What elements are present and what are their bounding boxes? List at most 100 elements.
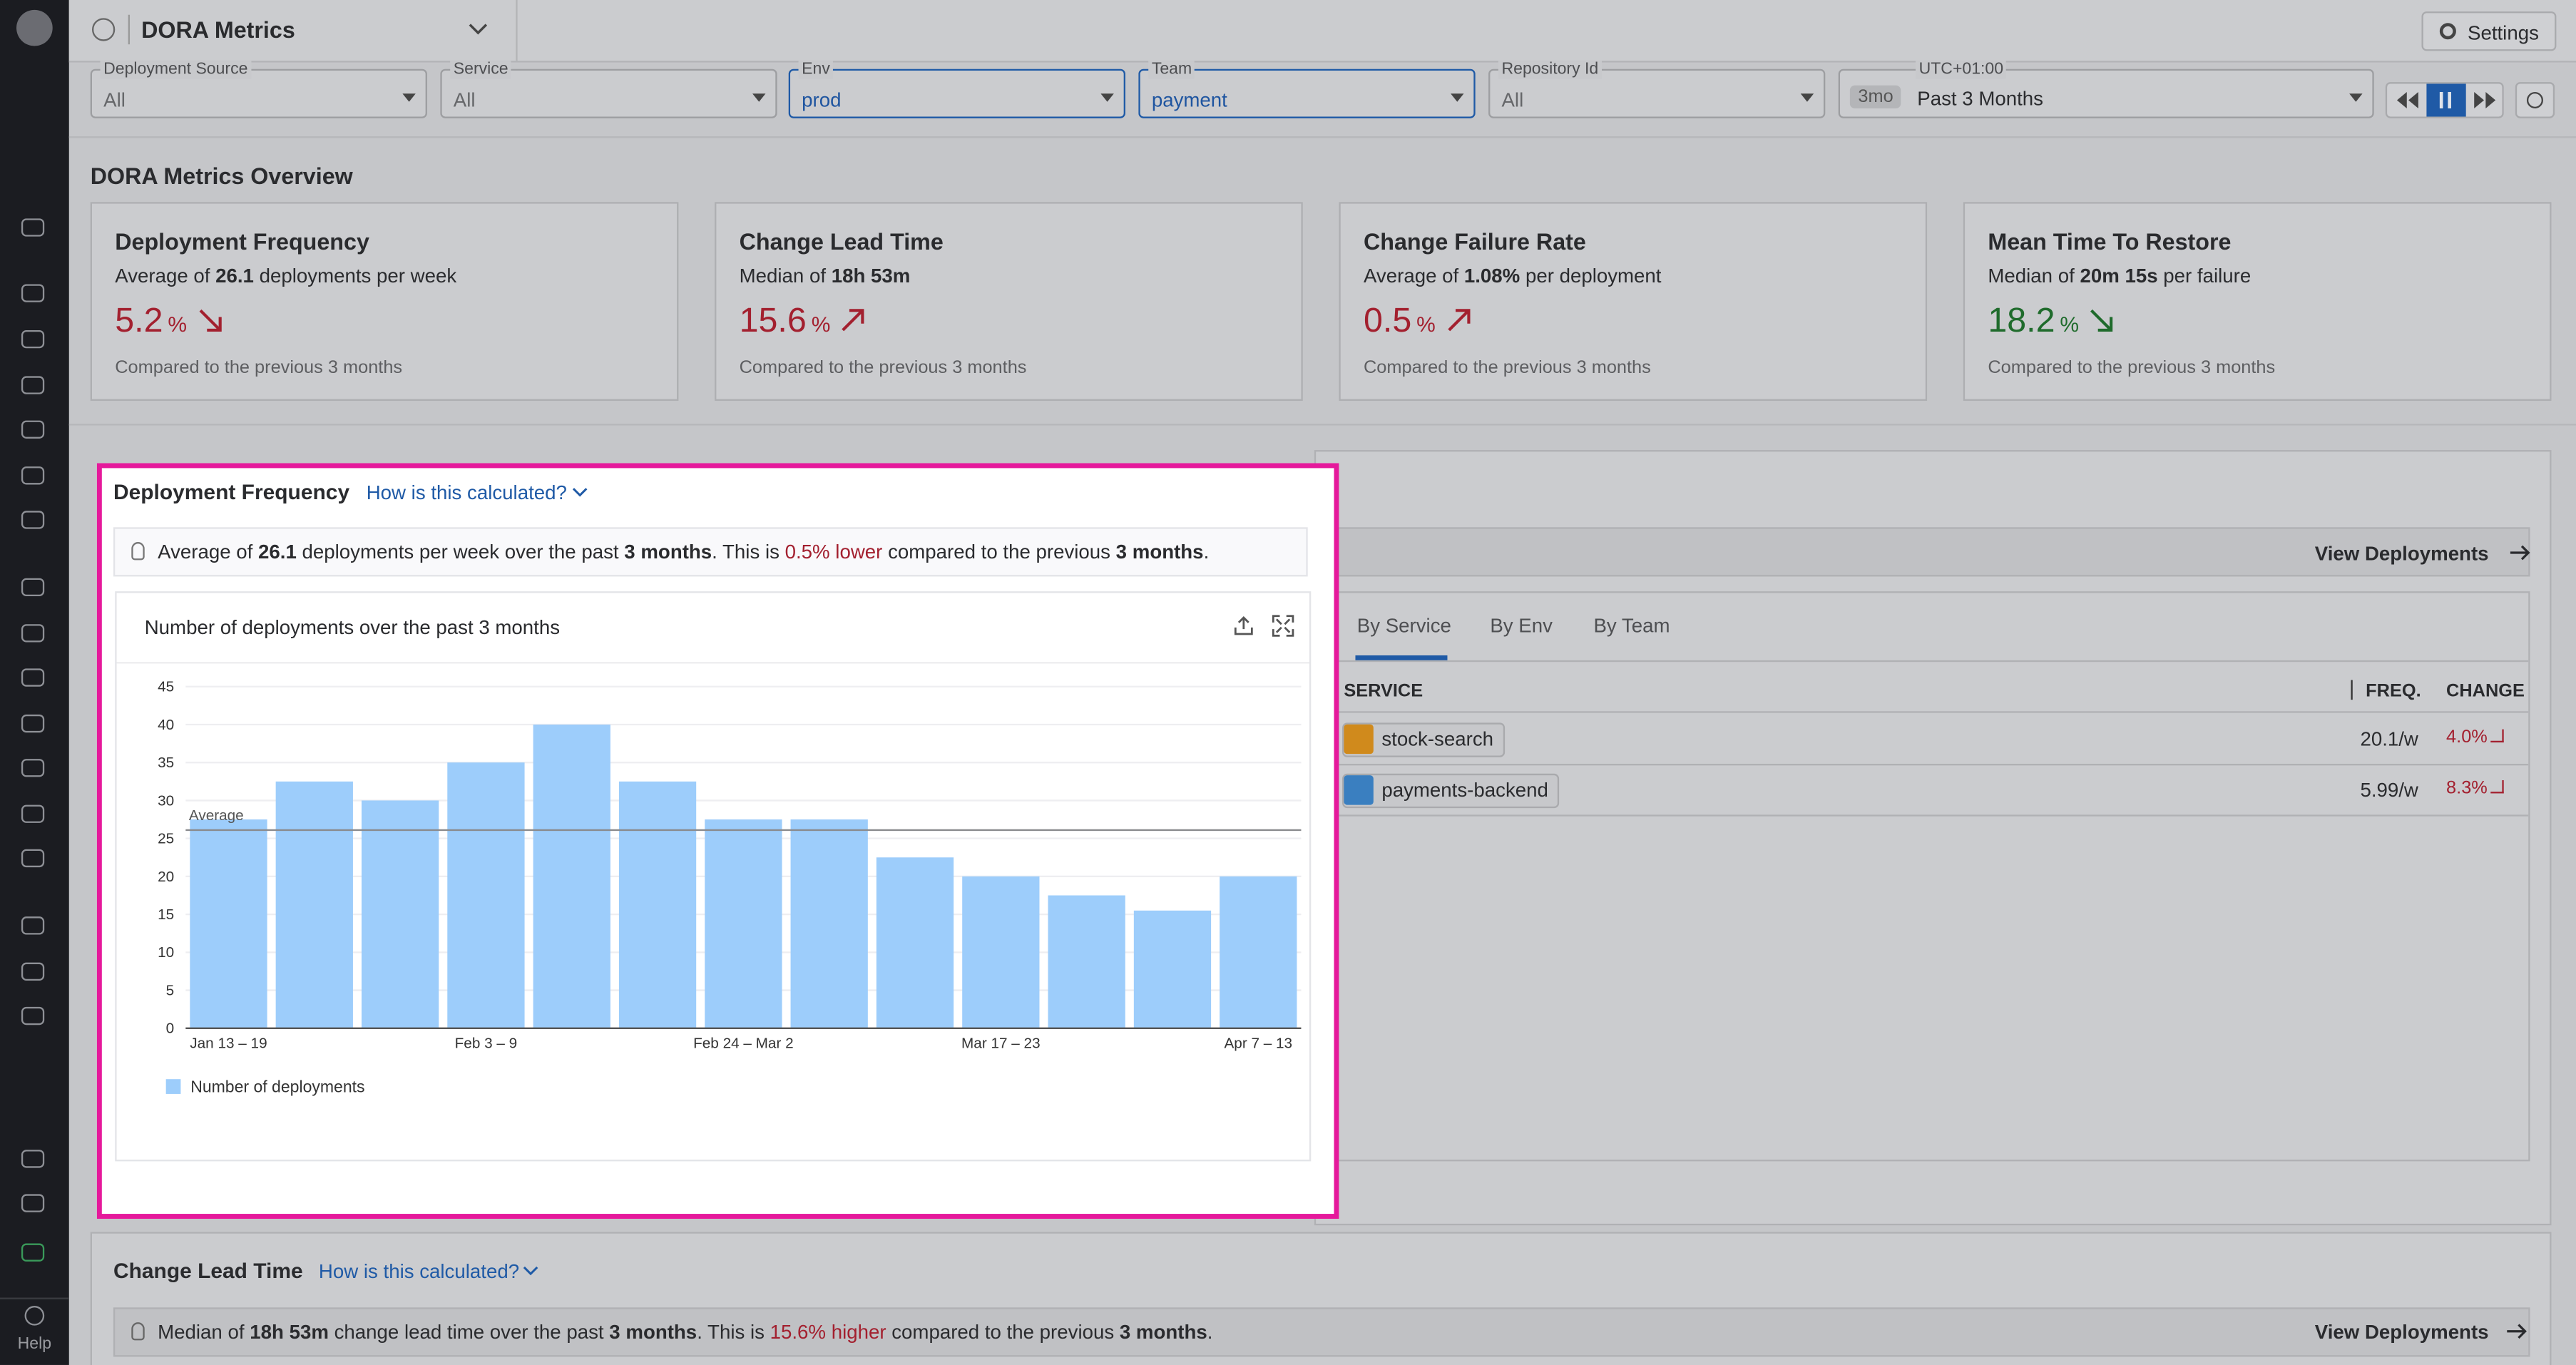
x-tick-label: Feb 24 – Mar 2 bbox=[693, 1035, 794, 1051]
metric-summary: Average of 26.1 deployments per week bbox=[115, 265, 456, 287]
playback-controls bbox=[2386, 82, 2504, 118]
y-tick-label: 10 bbox=[158, 944, 174, 961]
deployment-frequency-panel: Deployment Frequency How is this calcula… bbox=[97, 464, 1339, 1219]
help-icon[interactable] bbox=[25, 1306, 45, 1326]
filter-value: prod bbox=[802, 88, 841, 111]
divider bbox=[1329, 660, 2529, 662]
nav-icon[interactable] bbox=[21, 759, 44, 777]
legend-label: Number of deployments bbox=[190, 1078, 364, 1096]
fullscreen-button[interactable] bbox=[1272, 614, 1294, 637]
nav-icon[interactable] bbox=[21, 715, 44, 732]
nav-icon[interactable] bbox=[21, 668, 44, 686]
help-label[interactable]: Help bbox=[0, 1336, 69, 1354]
nav-icon[interactable] bbox=[21, 624, 44, 642]
filter[interactable]: Repository IdAll bbox=[1488, 69, 1825, 118]
time-picker[interactable]: UTC+01:00 3mo Past 3 Months bbox=[1839, 69, 2374, 118]
nav-icon[interactable] bbox=[21, 511, 44, 528]
divider bbox=[1329, 814, 2529, 816]
text-segment: 3 months bbox=[1116, 541, 1204, 563]
text-segment: deployments per week over the past bbox=[297, 541, 624, 563]
text-segment: 1.08% bbox=[1464, 265, 1520, 287]
refresh-button[interactable] bbox=[2515, 82, 2555, 118]
column-header: SERVICE bbox=[1344, 682, 1423, 702]
nav-icon[interactable] bbox=[21, 963, 44, 981]
view-deployments[interactable]: View Deployments bbox=[2315, 542, 2489, 565]
text-segment: change lead time over the past bbox=[329, 1321, 609, 1344]
nav-icon[interactable] bbox=[21, 284, 44, 302]
filter[interactable]: ServiceAll bbox=[440, 69, 777, 118]
change-value: 0.5 bbox=[1364, 302, 1411, 340]
legend-swatch bbox=[166, 1079, 181, 1094]
text-segment: deployments per week bbox=[254, 265, 456, 287]
bar bbox=[1220, 876, 1297, 1028]
filter[interactable]: Teampayment bbox=[1138, 69, 1475, 118]
change: 4.0% bbox=[2446, 727, 2488, 747]
nav-icon[interactable] bbox=[21, 578, 44, 596]
metric-card: Change Lead TimeMedian of 18h 53m15.6%Co… bbox=[715, 202, 1303, 401]
view-deployments[interactable]: View Deployments bbox=[2315, 1321, 2489, 1344]
y-tick-label: 25 bbox=[158, 831, 174, 847]
filter-value: All bbox=[1501, 88, 1523, 111]
y-tick-label: 35 bbox=[158, 755, 174, 771]
text-segment: . bbox=[1207, 1321, 1213, 1344]
lead-time-section: Change Lead Time How is this calculated?… bbox=[91, 1232, 2552, 1365]
sidebar: Help bbox=[0, 0, 69, 1365]
nav-icon[interactable] bbox=[21, 330, 44, 348]
filter-caret bbox=[752, 93, 765, 102]
info-text: Median of 18h 53m change lead time over … bbox=[158, 1321, 1212, 1344]
nav-icon[interactable] bbox=[21, 1150, 44, 1167]
bar bbox=[1134, 911, 1211, 1028]
divider bbox=[69, 136, 2576, 138]
panel-title: Deployment Frequency bbox=[113, 480, 349, 505]
text-segment: compared to the previous bbox=[882, 541, 1115, 563]
info-bar: Average of 26.1 deployments per week ove… bbox=[113, 527, 1308, 576]
sort-arrow bbox=[2351, 680, 2352, 700]
forward-button[interactable] bbox=[2473, 91, 2499, 111]
change-unit: % bbox=[812, 312, 831, 337]
text-segment: . bbox=[1204, 541, 1210, 563]
nav-icon[interactable] bbox=[21, 1244, 44, 1262]
text-segment: Median of bbox=[1988, 265, 2080, 287]
nav-icon[interactable] bbox=[21, 376, 44, 394]
info-bar: Median of 18h 53m change lead time over … bbox=[113, 1307, 2530, 1356]
rewind-button[interactable] bbox=[2393, 91, 2420, 111]
y-tick-label: 20 bbox=[158, 869, 174, 885]
filter-caret bbox=[1100, 93, 1113, 102]
nav-icon[interactable] bbox=[21, 805, 44, 823]
nav-icon[interactable] bbox=[21, 421, 44, 439]
export-button[interactable] bbox=[1232, 614, 1255, 637]
change-value: 15.6 bbox=[740, 302, 807, 340]
filter-value: payment bbox=[1152, 88, 1227, 111]
bar-chart: 051015202530354045Jan 13 – 19Feb 3 – 9Fe… bbox=[117, 659, 1309, 1152]
y-tick-label: 15 bbox=[158, 906, 174, 923]
how-calculated-link[interactable]: How is this calculated? bbox=[319, 1260, 519, 1283]
filter[interactable]: Envprod bbox=[789, 69, 1125, 118]
nav-icon[interactable] bbox=[21, 849, 44, 867]
settings-button[interactable]: Settings bbox=[2422, 11, 2557, 51]
x-tick-label: Feb 3 – 9 bbox=[455, 1035, 518, 1051]
nav-icon[interactable] bbox=[21, 916, 44, 934]
bar bbox=[876, 857, 954, 1028]
metric-card: Change Failure RateAverage of 1.08% per … bbox=[1339, 202, 1927, 401]
text-segment: compared to the previous bbox=[886, 1321, 1120, 1344]
nav-icon[interactable] bbox=[21, 466, 44, 484]
tab[interactable]: By Service bbox=[1357, 614, 1451, 637]
metric-compare: Compared to the previous 3 months bbox=[1364, 358, 1651, 378]
tab[interactable]: By Env bbox=[1490, 614, 1553, 637]
nav-icon[interactable] bbox=[21, 1007, 44, 1025]
service-chip: payments-backend bbox=[1342, 774, 1560, 808]
filter-label: Env bbox=[799, 61, 834, 78]
nav-icon[interactable] bbox=[21, 218, 44, 236]
settings-label[interactable]: Settings bbox=[2468, 21, 2539, 44]
logo[interactable] bbox=[16, 10, 53, 46]
text-segment: 15.6% higher bbox=[770, 1321, 886, 1344]
how-calculated-link[interactable]: How is this calculated? bbox=[367, 481, 567, 504]
filter[interactable]: Deployment SourceAll bbox=[91, 69, 427, 118]
trend-arrow bbox=[1443, 305, 1473, 334]
text-segment: Average of bbox=[1364, 265, 1464, 287]
title-chevron[interactable] bbox=[469, 21, 489, 38]
pause-button[interactable] bbox=[2426, 83, 2465, 116]
tab[interactable]: By Team bbox=[1593, 614, 1670, 637]
nav-icon[interactable] bbox=[21, 1194, 44, 1212]
timezone: UTC+01:00 bbox=[1916, 61, 2007, 78]
